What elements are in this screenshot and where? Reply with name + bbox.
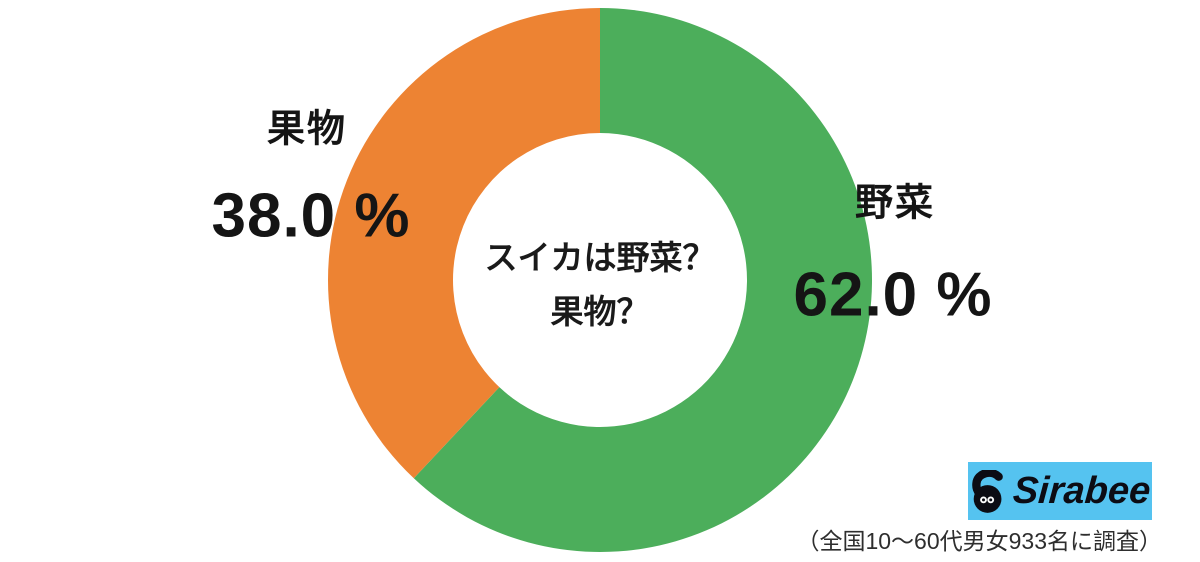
slice-value-fruit: 38.0 % (211, 181, 411, 251)
pie-slice-0 (413, 8, 873, 553)
chart-center-question-line1: スイカは野菜？ (484, 239, 716, 276)
pie-slice-1 (328, 8, 600, 479)
slice-label-fruit: 果物 (266, 108, 348, 151)
sirabee-logo: Sirabee (968, 462, 1152, 520)
survey-caption: （全国10〜60代男女933名に調査） (796, 528, 1162, 554)
sirabee-logo-text: Sirabee (1011, 469, 1152, 512)
slice-label-vegetable: 野菜 (854, 182, 936, 225)
chart-center-question: スイカは野菜？ 果物？ (485, 231, 716, 339)
slice-value-vegetable: 62.0 % (793, 260, 993, 330)
sirabee-mascot-icon (972, 470, 1003, 513)
chart-center-question-line2: 果物？ (550, 293, 650, 330)
